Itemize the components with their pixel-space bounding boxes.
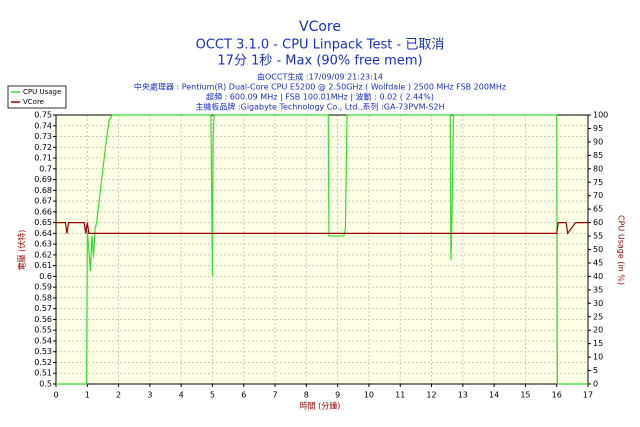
y-tick-label: 0.53 [34, 347, 52, 356]
y-tick-label: 0.68 [34, 186, 52, 195]
y-tick-label: 0.51 [34, 369, 52, 378]
y2-tick-label: 80 [593, 164, 603, 173]
y-tick-label: 0.67 [34, 197, 52, 206]
y2-tick-label: 60 [593, 218, 603, 227]
y-tick-label: 0.63 [34, 240, 52, 249]
info-line: 超頻 : 600.09 MHz | FSB 100.01MHz | 波動 : 0… [206, 92, 434, 102]
x-tick-label: 11 [395, 391, 405, 400]
info-line: 中央處理器 : Pentium(R) Dual-Core CPU E5200 @… [134, 82, 506, 92]
x-tick-label: 1 [85, 391, 90, 400]
y2-tick-label: 25 [593, 312, 603, 321]
y2-tick-label: 15 [593, 339, 603, 348]
y-tick-label: 0.59 [34, 283, 52, 292]
y2-tick-label: 90 [593, 137, 603, 146]
x-tick-label: 4 [179, 391, 184, 400]
chart-title: VCore [299, 19, 341, 35]
y-tick-label: 0.7 [39, 164, 52, 173]
x-tick-label: 9 [335, 391, 340, 400]
legend-label: VCore [23, 98, 44, 106]
y-tick-label: 0.65 [34, 218, 52, 227]
x-tick-label: 17 [583, 391, 593, 400]
info-line: 由OCCT生成 :17/09/09 21:23:14 [257, 72, 383, 82]
x-tick-label: 5 [210, 391, 215, 400]
y-tick-label: 0.55 [34, 326, 52, 335]
y-axis-label: 電壓 (伏特) [17, 230, 27, 271]
x-tick-label: 2 [116, 391, 121, 400]
y2-tick-label: 65 [593, 205, 603, 214]
y-tick-label: 0.71 [34, 154, 52, 163]
y-tick-label: 0.75 [34, 111, 52, 120]
x-tick-label: 14 [489, 391, 499, 400]
chart-subtitle: OCCT 3.1.0 - CPU Linpack Test - 已取消 [196, 38, 445, 53]
series-line [56, 114, 588, 385]
y2-tick-label: 35 [593, 285, 603, 294]
x-tick-label: 13 [458, 391, 468, 400]
x-tick-label: 10 [364, 391, 374, 400]
y2-tick-label: 70 [593, 191, 603, 200]
x-tick-label: 3 [147, 391, 152, 400]
x-tick-label: 15 [520, 391, 530, 400]
y2-tick-label: 45 [593, 258, 603, 267]
y-tick-label: 0.74 [34, 121, 52, 130]
y-tick-label: 0.61 [34, 261, 52, 270]
y2-tick-label: 50 [593, 245, 603, 254]
y2-tick-label: 10 [593, 353, 603, 362]
y-tick-label: 0.64 [34, 229, 52, 238]
y2-tick-label: 5 [593, 366, 598, 375]
y2-tick-label: 95 [593, 124, 603, 133]
y2-axis-label: CPU Usage (in %) [617, 215, 626, 285]
legend-box [7, 85, 67, 109]
y-tick-label: 0.5 [39, 380, 52, 389]
y2-tick-label: 20 [593, 326, 603, 335]
y-tick-label: 0.58 [34, 293, 52, 302]
x-tick-label: 16 [552, 391, 562, 400]
x-tick-label: 8 [304, 391, 309, 400]
y2-tick-label: 85 [593, 151, 603, 160]
y-tick-label: 0.52 [34, 358, 52, 367]
y-tick-label: 0.73 [34, 132, 52, 141]
y2-tick-label: 100 [593, 111, 608, 120]
chart-subtitle: 17分 1秒 - Max (90% free mem) [217, 54, 422, 69]
y-tick-label: 0.66 [34, 207, 52, 216]
x-tick-label: 12 [426, 391, 436, 400]
x-tick-label: 7 [273, 391, 278, 400]
x-tick-label: 6 [241, 391, 246, 400]
y2-tick-label: 40 [593, 272, 603, 281]
y2-tick-label: 0 [593, 380, 598, 389]
y-tick-label: 0.56 [34, 315, 52, 324]
y-tick-label: 0.57 [34, 304, 52, 313]
y-tick-label: 0.69 [34, 175, 52, 184]
series-line [56, 222, 588, 235]
x-tick-label: 0 [53, 391, 58, 400]
y-tick-label: 0.62 [34, 250, 52, 259]
y-tick-label: 0.6 [39, 272, 52, 281]
plot-area [56, 115, 588, 384]
y2-tick-label: 30 [593, 299, 603, 308]
info-line: 主機板品牌 :Gigabyte Technology Co., Ltd.,系列 … [195, 102, 444, 112]
y2-tick-label: 55 [593, 232, 603, 241]
y-tick-label: 0.54 [34, 336, 52, 345]
legend-label: CPU Usage [23, 88, 61, 96]
x-axis-label: 時間 (分鐘) [300, 401, 341, 411]
y-tick-label: 0.72 [34, 143, 52, 152]
y2-tick-label: 75 [593, 178, 603, 187]
